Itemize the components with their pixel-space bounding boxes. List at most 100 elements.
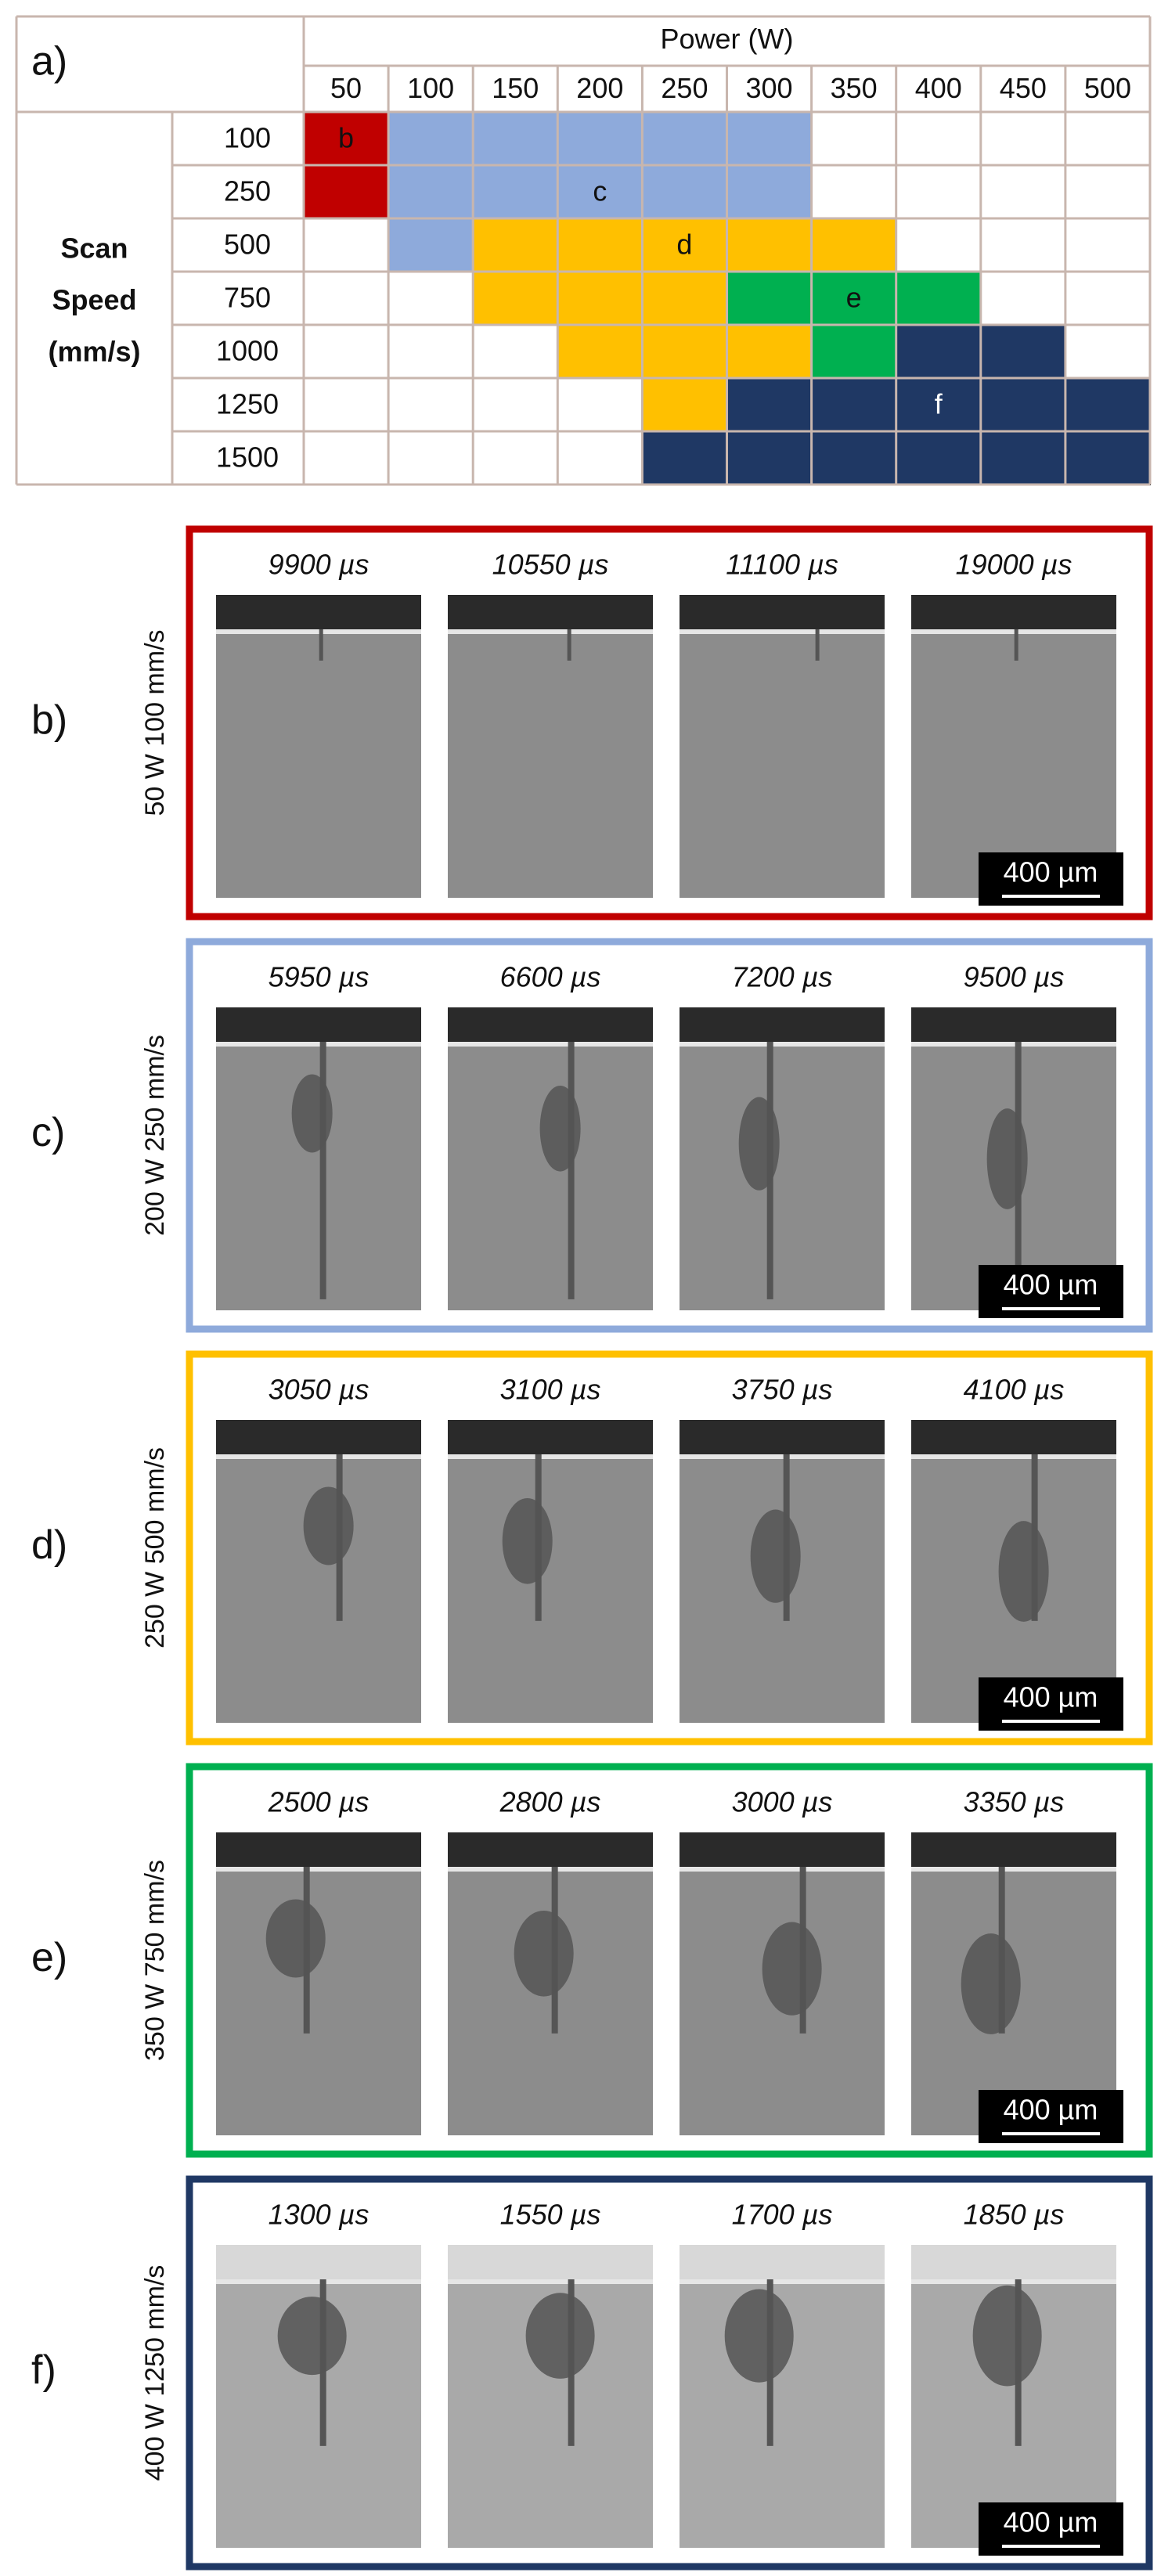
melt-pool bbox=[514, 1911, 574, 1997]
speed-value: 1500 bbox=[216, 441, 279, 474]
regime-cell bbox=[726, 272, 812, 325]
powder-layer bbox=[911, 1420, 1116, 1454]
regime-cell bbox=[811, 272, 896, 325]
powder-edge bbox=[680, 1867, 885, 1872]
scale-bar-label: 400 µm bbox=[1004, 1269, 1098, 1301]
powder-edge bbox=[448, 1867, 653, 1872]
panel-border bbox=[186, 1350, 1153, 1746]
keyhole-trail bbox=[568, 1042, 575, 1299]
regime-cell bbox=[642, 112, 727, 165]
condition-label: 200 W 250 mm/s bbox=[140, 1035, 170, 1236]
xray-frame bbox=[216, 2245, 421, 2548]
melt-pool bbox=[525, 2293, 595, 2379]
xray-frame bbox=[448, 2245, 653, 2548]
axis-title: Power (W) bbox=[661, 23, 794, 55]
regime-cell bbox=[1065, 378, 1150, 431]
powder-edge bbox=[216, 1454, 421, 1459]
scale-bar-label: 400 µm bbox=[1004, 2506, 1098, 2538]
scale-bar-label: 400 µm bbox=[1004, 2094, 1098, 2126]
speed-value: 250 bbox=[224, 175, 271, 207]
keyhole-trail bbox=[815, 629, 820, 661]
melt-pool bbox=[277, 2297, 347, 2376]
keyhole-trail bbox=[319, 629, 323, 661]
regime-cell bbox=[642, 325, 727, 378]
speed-value: 750 bbox=[224, 282, 271, 314]
powder-edge bbox=[448, 2279, 653, 2284]
panel-border bbox=[186, 525, 1153, 921]
powder-layer bbox=[216, 2245, 421, 2279]
regime-cell bbox=[811, 431, 896, 485]
regime-cell bbox=[388, 112, 474, 165]
keyhole-trail bbox=[1014, 629, 1018, 661]
time-label: 7200 µs bbox=[732, 961, 833, 993]
regime-label: d bbox=[676, 229, 692, 261]
powder-layer bbox=[216, 1420, 421, 1454]
regime-cell bbox=[980, 325, 1065, 378]
time-label: 1300 µs bbox=[269, 2199, 370, 2231]
axis-title: Scan bbox=[60, 232, 128, 265]
power-value: 450 bbox=[1000, 72, 1047, 104]
panel-label: a) bbox=[31, 39, 67, 85]
powder-edge bbox=[448, 629, 653, 634]
time-label: 2800 µs bbox=[499, 1786, 601, 1818]
melt-pool bbox=[291, 1074, 333, 1153]
powder-layer bbox=[680, 1832, 885, 1867]
powder-edge bbox=[680, 629, 885, 634]
regime-cell bbox=[896, 325, 981, 378]
powder-edge bbox=[448, 1042, 653, 1047]
xray-frame bbox=[216, 1007, 421, 1310]
xray-frame bbox=[680, 595, 885, 898]
xray-frame bbox=[680, 1007, 885, 1310]
regime-cell bbox=[896, 431, 981, 485]
melt-pool bbox=[724, 2289, 794, 2383]
powder-layer bbox=[448, 1420, 653, 1454]
regime-cell bbox=[473, 165, 558, 218]
regime-cell bbox=[726, 112, 812, 165]
condition-label: 250 W 500 mm/s bbox=[140, 1447, 170, 1648]
melt-pool bbox=[738, 1097, 780, 1191]
regime-cell bbox=[473, 218, 558, 272]
powder-layer bbox=[911, 595, 1116, 629]
time-label: 9900 µs bbox=[269, 549, 370, 581]
regime-cell bbox=[388, 165, 474, 218]
regime-cell bbox=[304, 112, 389, 165]
scale-bar-label: 400 µm bbox=[1004, 1681, 1098, 1713]
powder-edge bbox=[216, 1042, 421, 1047]
powder-layer bbox=[448, 595, 653, 629]
regime-label: e bbox=[846, 282, 862, 314]
panel-border bbox=[186, 2175, 1153, 2571]
condition-label: 350 W 750 mm/s bbox=[140, 1860, 170, 2061]
regime-cell bbox=[811, 218, 896, 272]
regime-cell bbox=[811, 325, 896, 378]
regime-cell bbox=[726, 431, 812, 485]
powder-edge bbox=[448, 1454, 653, 1459]
powder-edge bbox=[216, 1867, 421, 1872]
panel-label: f) bbox=[31, 2347, 56, 2393]
time-label: 3750 µs bbox=[732, 1374, 833, 1406]
time-label: 1550 µs bbox=[500, 2199, 601, 2231]
time-label: 3000 µs bbox=[732, 1786, 833, 1818]
melt-pool bbox=[961, 1933, 1021, 2034]
power-value: 200 bbox=[576, 72, 623, 104]
axis-title: (mm/s) bbox=[48, 336, 140, 368]
powder-edge bbox=[680, 1042, 885, 1047]
power-value: 350 bbox=[831, 72, 878, 104]
regime-cell bbox=[811, 378, 896, 431]
melt-pool bbox=[265, 1899, 326, 1978]
melt-pool bbox=[750, 1509, 801, 1603]
melt-pool bbox=[502, 1498, 553, 1584]
powder-layer bbox=[448, 1832, 653, 1867]
powder-layer bbox=[680, 595, 885, 629]
time-label: 3050 µs bbox=[269, 1374, 370, 1406]
power-value: 500 bbox=[1084, 72, 1131, 104]
time-label: 1700 µs bbox=[732, 2199, 833, 2231]
power-value: 250 bbox=[661, 72, 708, 104]
time-label: 10550 µs bbox=[492, 549, 609, 581]
time-label: 2500 µs bbox=[268, 1786, 370, 1818]
speed-value: 1000 bbox=[216, 335, 279, 367]
time-label: 19000 µs bbox=[956, 549, 1072, 581]
time-label: 3350 µs bbox=[964, 1786, 1065, 1818]
regime-label: f bbox=[935, 388, 943, 420]
powder-edge bbox=[680, 1454, 885, 1459]
